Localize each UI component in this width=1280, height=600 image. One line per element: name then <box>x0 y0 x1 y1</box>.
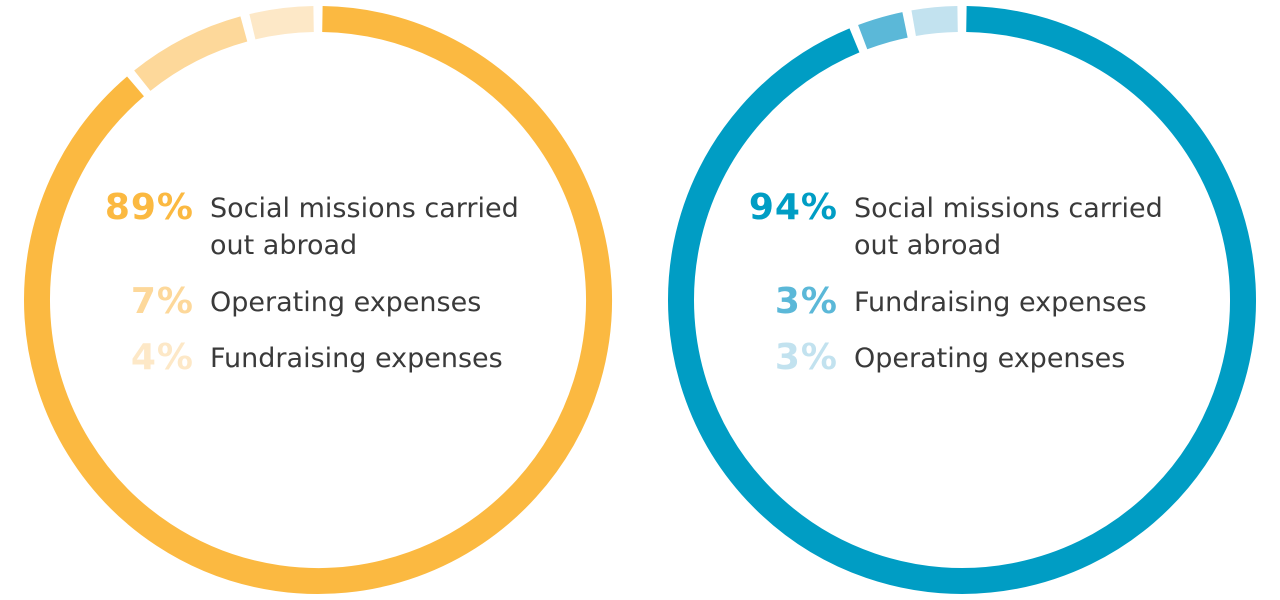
donut-slice <box>134 16 248 91</box>
legend-row: 94% Social missions carried out abroad <box>728 188 1184 264</box>
legend-right: 94% Social missions carried out abroad 3… <box>728 188 1184 394</box>
legend-row: 3% Operating expenses <box>728 338 1184 378</box>
legend-row: 4% Fundraising expenses <box>84 338 540 378</box>
slice-label: Operating expenses <box>854 343 1126 374</box>
slice-label: Operating expenses <box>210 287 482 318</box>
legend-row: 3% Fundraising expenses <box>728 282 1184 322</box>
slice-percent: 3% <box>774 337 838 378</box>
legend-left: 89% Social missions carried out abroad 7… <box>84 188 540 394</box>
slice-label: Fundraising expenses <box>210 343 503 374</box>
slice-percent: 7% <box>130 281 194 322</box>
legend-row: 89% Social missions carried out abroad <box>84 188 540 264</box>
donut-slice <box>858 12 908 50</box>
donut-slice <box>911 6 959 37</box>
slice-percent: 94% <box>748 187 838 228</box>
slice-percent: 4% <box>130 337 194 378</box>
donut-slice <box>249 6 315 40</box>
slice-label: Fundraising expenses <box>854 287 1147 318</box>
slice-percent: 89% <box>104 187 194 228</box>
slice-percent: 3% <box>774 281 838 322</box>
slice-label: Social missions carried out abroad <box>854 193 1163 261</box>
legend-row: 7% Operating expenses <box>84 282 540 322</box>
slice-label: Social missions carried out abroad <box>210 193 519 261</box>
